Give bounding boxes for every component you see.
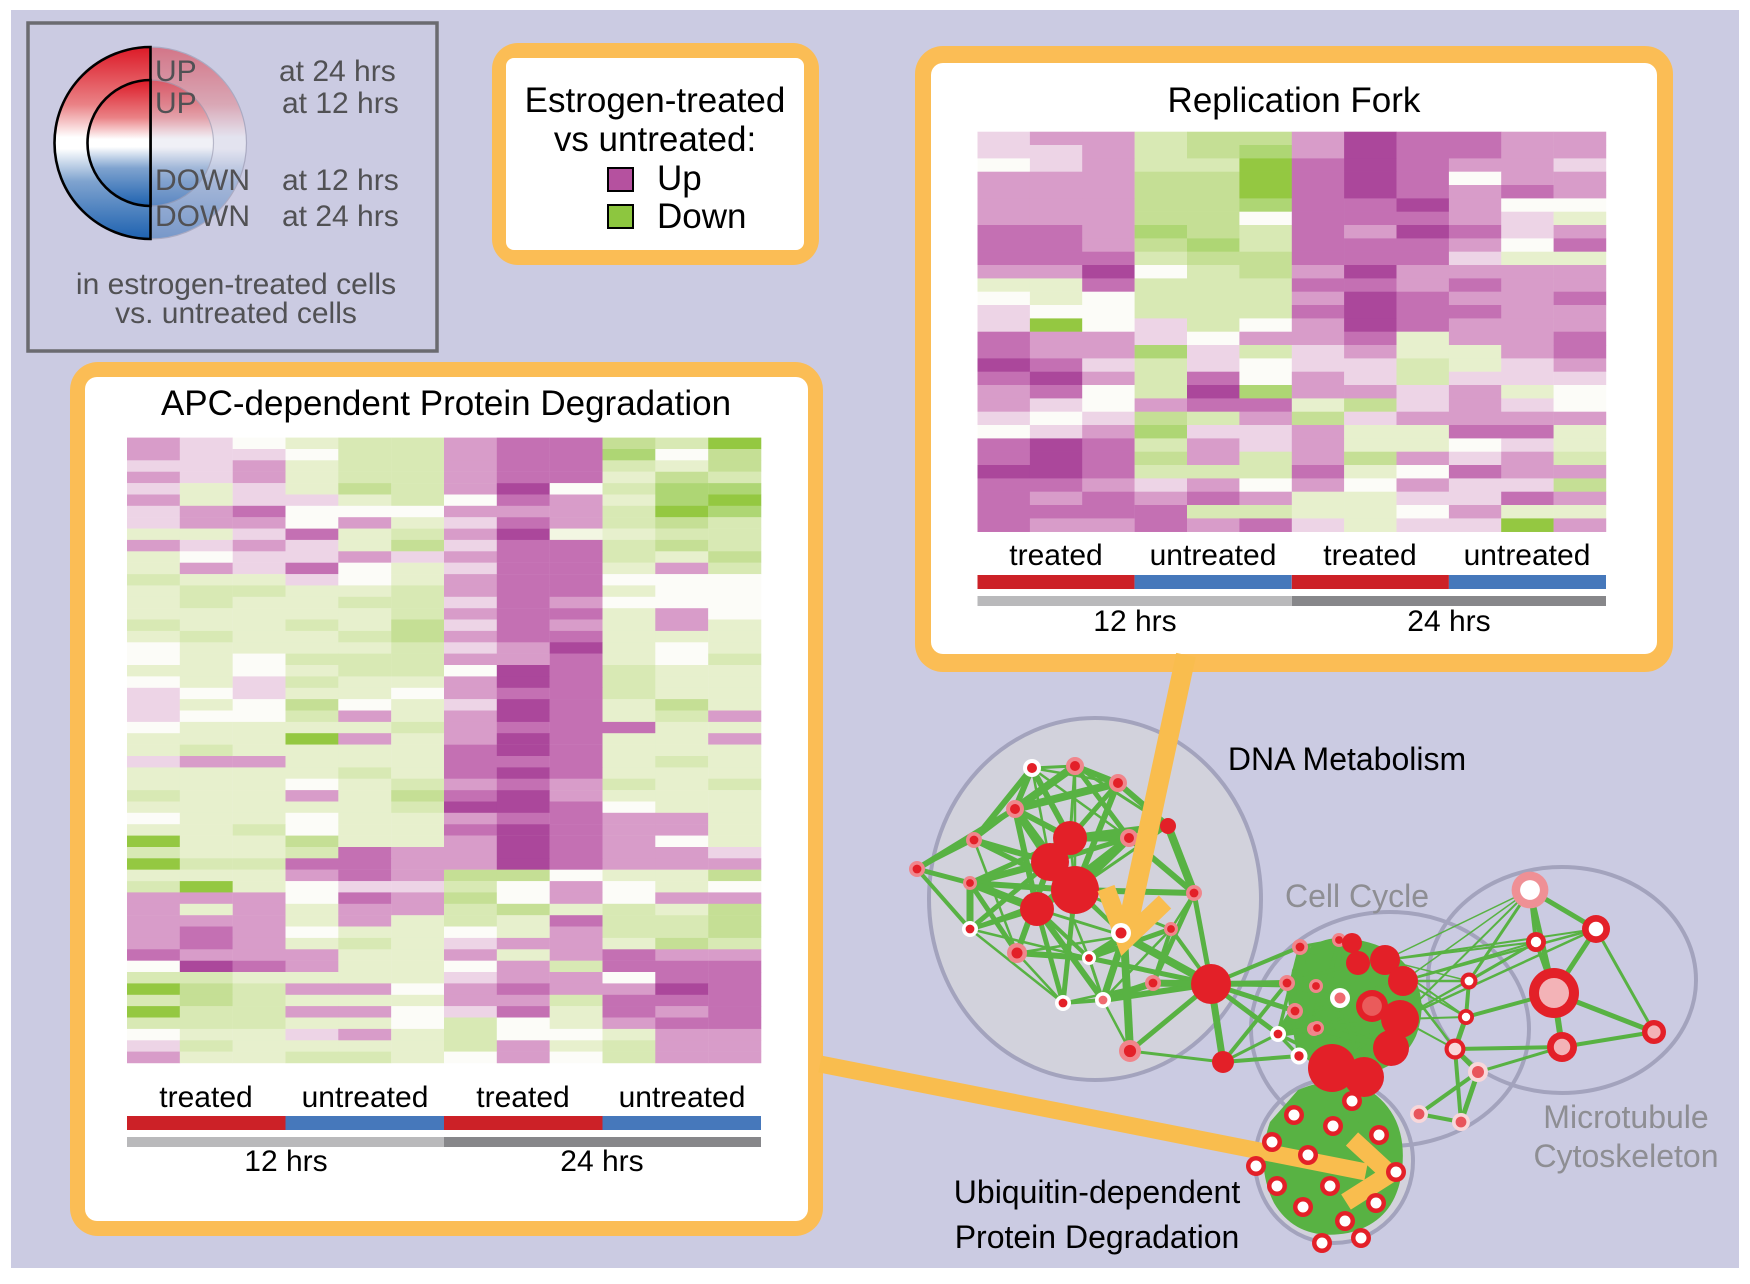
svg-text:vs. untreated cells: vs. untreated cells (115, 297, 357, 330)
svg-text:DOWN: DOWN (155, 164, 250, 197)
svg-text:treated: treated (476, 1081, 569, 1114)
svg-text:Ubiquitin-dependent: Ubiquitin-dependent (954, 1174, 1241, 1210)
svg-text:DNA Metabolism: DNA Metabolism (1228, 741, 1466, 777)
svg-text:UP: UP (155, 87, 197, 120)
svg-text:untreated: untreated (619, 1081, 746, 1114)
svg-text:Protein Degradation: Protein Degradation (955, 1219, 1240, 1255)
svg-text:in estrogen-treated cells: in estrogen-treated cells (76, 268, 396, 301)
svg-text:treated: treated (159, 1081, 252, 1114)
svg-text:Down: Down (657, 197, 746, 236)
svg-text:24 hrs: 24 hrs (560, 1145, 643, 1178)
svg-text:DOWN: DOWN (155, 200, 250, 233)
svg-text:UP: UP (155, 55, 197, 88)
svg-text:vs untreated:: vs untreated: (554, 120, 756, 159)
svg-text:at 24 hrs: at 24 hrs (279, 55, 396, 88)
svg-text:Replication Fork: Replication Fork (1168, 81, 1421, 120)
svg-text:12 hrs: 12 hrs (1093, 605, 1176, 638)
svg-text:Microtubule: Microtubule (1543, 1099, 1708, 1135)
svg-text:Cytoskeleton: Cytoskeleton (1534, 1138, 1719, 1174)
svg-text:treated: treated (1323, 539, 1416, 572)
svg-text:Cell Cycle: Cell Cycle (1285, 878, 1429, 914)
svg-text:untreated: untreated (302, 1081, 429, 1114)
svg-text:Up: Up (657, 159, 702, 198)
svg-text:treated: treated (1009, 539, 1102, 572)
svg-text:at 12 hrs: at 12 hrs (282, 87, 399, 120)
svg-text:24 hrs: 24 hrs (1407, 605, 1490, 638)
svg-text:untreated: untreated (1464, 539, 1591, 572)
svg-text:at 12 hrs: at 12 hrs (282, 164, 399, 197)
svg-text:12 hrs: 12 hrs (244, 1145, 327, 1178)
svg-text:Estrogen-treated: Estrogen-treated (525, 81, 786, 120)
svg-text:at 24 hrs: at 24 hrs (282, 200, 399, 233)
svg-text:APC-dependent Protein Degradat: APC-dependent Protein Degradation (161, 384, 731, 423)
svg-text:untreated: untreated (1150, 539, 1277, 572)
